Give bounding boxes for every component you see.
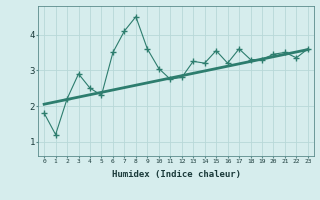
X-axis label: Humidex (Indice chaleur): Humidex (Indice chaleur) <box>111 170 241 179</box>
